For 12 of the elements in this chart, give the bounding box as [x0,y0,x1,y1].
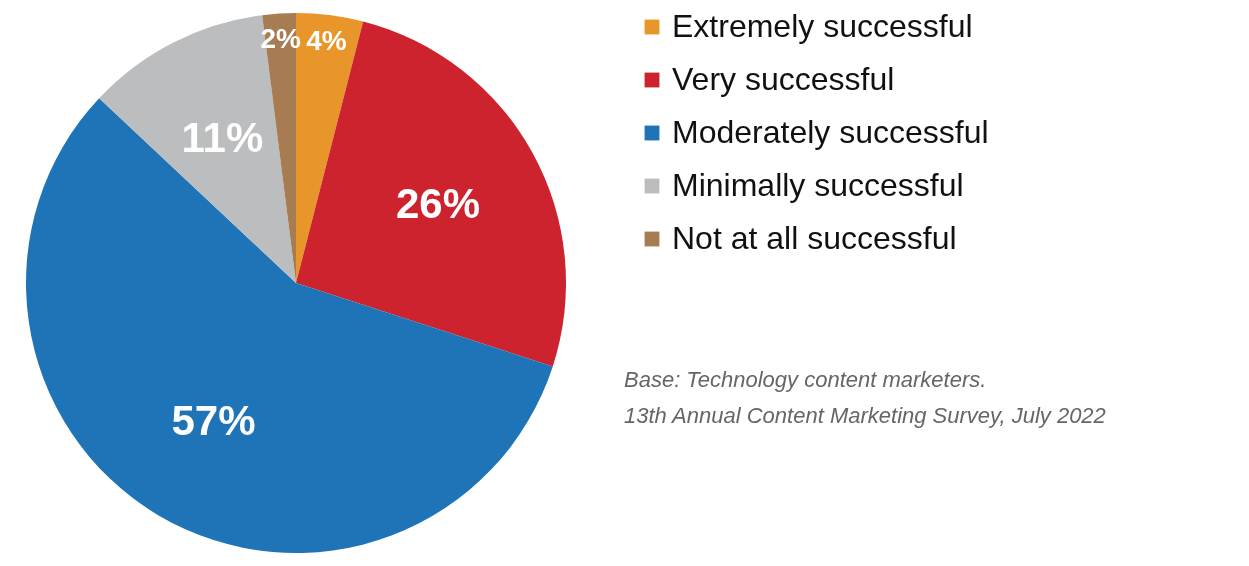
data-label: 26% [395,179,480,227]
data-label: 11% [181,113,264,161]
legend-label: Moderately successful [672,114,989,150]
pie-slice [26,98,553,553]
data-label: 4% [306,24,347,56]
text: 13th Annual Content Marketing Survey, July 2022 [624,402,1107,430]
legend-label: Extremely successful [672,8,973,44]
text: Base: Technology content marketers. [624,366,988,394]
data-label: 57% [171,397,256,445]
legend-label: Not at all successful [672,220,957,256]
legend-label: Very successful [672,61,895,97]
legend-label: Minimally successful [672,167,964,203]
